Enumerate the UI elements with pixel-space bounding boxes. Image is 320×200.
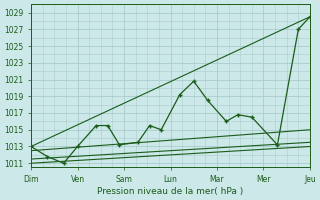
X-axis label: Pression niveau de la mer( hPa ): Pression niveau de la mer( hPa ) xyxy=(97,187,244,196)
